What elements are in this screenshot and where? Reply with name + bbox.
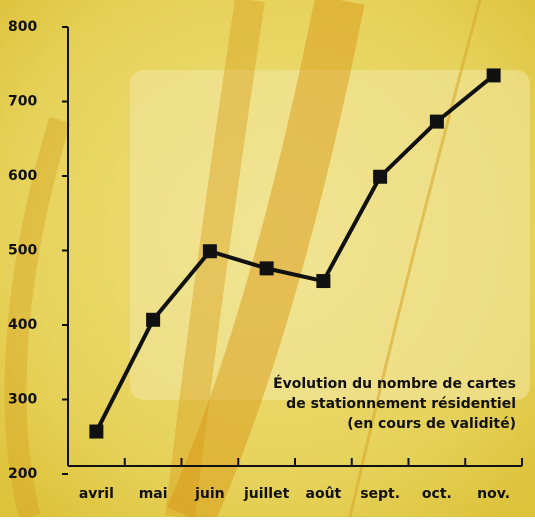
marker: [203, 244, 217, 258]
y-tick-label: 800: [8, 19, 37, 35]
y-tick-label: 500: [8, 243, 37, 259]
chart: 200 300 400 500 600 700 800 avril mai juin juillet…: [0, 0, 535, 517]
marker: [89, 425, 103, 439]
marker: [430, 115, 444, 129]
marker: [316, 274, 330, 288]
marker: [373, 170, 387, 184]
x-tick-label: oct.: [422, 486, 452, 502]
x-tick-label: juillet: [243, 486, 290, 502]
annotation: de stationnement résidentiel: [286, 396, 516, 412]
x-tick-label: nov.: [477, 486, 510, 502]
x-tick-label: mai: [139, 486, 168, 502]
x-tick-label: avril: [79, 486, 114, 502]
annotation: (en cours de validité): [347, 416, 516, 432]
marker: [487, 68, 501, 82]
y-tick-label: 400: [8, 317, 37, 333]
y-tick-label: 600: [8, 168, 37, 184]
x-tick-label: août: [306, 486, 342, 502]
x-tick-label: juin: [194, 486, 225, 502]
y-tick-label: 700: [8, 94, 37, 110]
x-tick-label: sept.: [360, 486, 400, 502]
y-tick-label: 200: [8, 466, 37, 482]
annotation: Évolution du nombre de cartes: [273, 375, 516, 392]
marker: [146, 313, 160, 327]
marker: [260, 261, 274, 275]
y-tick-label: 300: [8, 392, 37, 408]
